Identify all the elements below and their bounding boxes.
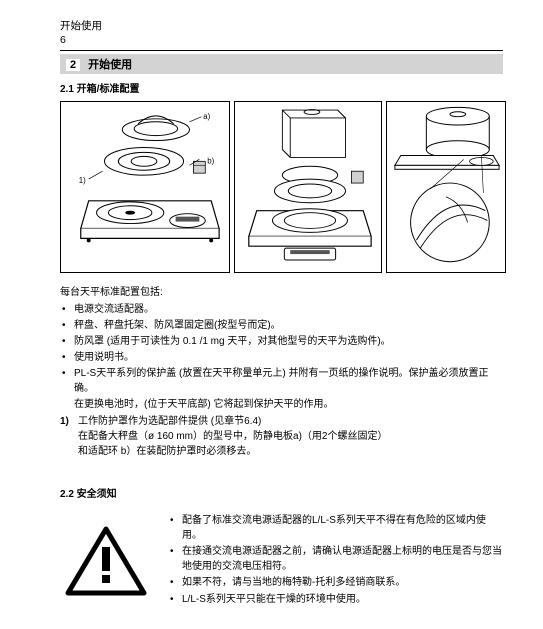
- intro-line: 每台天平标准配置包括:: [60, 283, 503, 298]
- list-item: 防风罩 (适用于可读性为 0.1 /1 mg 天平，对其他型号的天平为选购件)。: [74, 334, 503, 349]
- list-item: PL-S天平系列的保护盖 (放置在天平称量单元上) 并附有一页纸的操作说明。保护…: [74, 366, 503, 396]
- list-item: 使用说明书。: [74, 350, 503, 365]
- svg-text:b): b): [207, 156, 214, 165]
- svg-text:a): a): [203, 112, 210, 121]
- list-item: 在接通交流电源适配器之前，请确认电源适配器上标明的电压是否与您当地使用的交流电压…: [170, 545, 503, 574]
- numbered-label: 1): [60, 414, 78, 429]
- page-number: 6: [60, 34, 503, 46]
- config-bullet-list: 电源交流适配器。 秤盘、秤盘托架、防风罩固定圈(按型号而定)。 防风罩 (适用于…: [60, 302, 503, 396]
- list-item: 如果不符，请与当地的梅特勒-托利多经销商联系。: [170, 576, 503, 591]
- figure-row: a) 1) b): [60, 101, 503, 273]
- subsection-2-1-heading: 2.1 开箱/标准配置: [60, 80, 503, 95]
- numbered-text: 工作防护罩作为选配部件提供 (见章节6.4): [78, 414, 261, 429]
- list-item: 配备了标准交流电源适配器的L/L-S系列天平不得在有危险的区域内使用。: [170, 514, 503, 543]
- figure-a: a) 1) b): [60, 101, 230, 273]
- safety-bullet-list: 配备了标准交流电源适配器的L/L-S系列天平不得在有危险的区域内使用。 在接通交…: [170, 514, 503, 609]
- subsection-2-2-heading: 2.2 安全须知: [60, 485, 503, 500]
- running-header: 开始使用: [60, 18, 503, 33]
- list-item: 电源交流适配器。: [74, 302, 503, 317]
- list-item-continuation: 在更换电池时，(位于天平底部) 它将起到保护天平的作用。: [60, 397, 503, 412]
- section-title: 开始使用: [88, 59, 132, 71]
- numbered-text-line2: 在配备大秤盘（ø 160 mm）的型号中，防静电板a)（用2个螺丝固定）: [78, 429, 387, 444]
- list-item: L/L-S系列天平只能在干燥的环境中使用。: [170, 593, 503, 608]
- figure-c: [386, 101, 506, 273]
- numbered-text-line3: 和适配环 b）在装配防护罩时必须移去。: [78, 444, 256, 459]
- warning-triangle-icon: [60, 514, 152, 609]
- section-heading-bar: 2 开始使用: [60, 54, 503, 74]
- list-item: 秤盘、秤盘托架、防风罩固定圈(按型号而定)。: [74, 318, 503, 333]
- figure-b: [234, 101, 382, 273]
- header-rule: [60, 50, 503, 51]
- section-number: 2: [66, 59, 80, 71]
- svg-text:1): 1): [79, 176, 86, 185]
